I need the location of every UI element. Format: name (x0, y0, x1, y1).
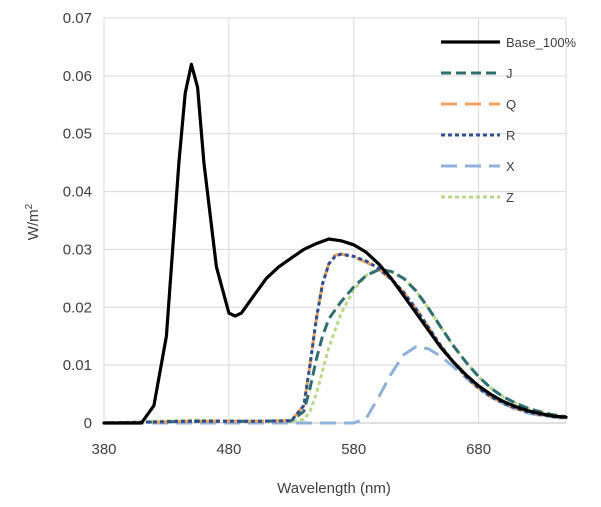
x-tick-label: 580 (341, 441, 366, 458)
series-line-base-100- (102, 62, 568, 425)
y-axis-title-main: W/m (25, 209, 42, 240)
legend-label-q: Q (506, 97, 516, 112)
legend: Base_100% J Q R X Z (441, 35, 577, 205)
y-tick-label: 0.05 (63, 126, 92, 143)
y-tick-label: 0.01 (63, 357, 92, 374)
y-axis-title: W/m2 (24, 203, 42, 240)
legend-label-j: J (506, 66, 513, 81)
x-tick-label: 380 (91, 441, 116, 458)
y-axis-title-superscript: 2 (24, 203, 35, 209)
legend-label-r: R (506, 128, 515, 143)
series-lines (102, 62, 568, 425)
y-tick-label: 0.04 (63, 184, 92, 201)
y-tick-label: 0.03 (63, 241, 92, 258)
legend-label-z: Z (506, 190, 514, 205)
series-line-j (103, 268, 567, 425)
x-tick-label: 480 (216, 441, 241, 458)
x-axis-title: Wavelength (nm) (277, 480, 391, 497)
y-tick-label: 0.02 (63, 299, 92, 316)
y-tick-label: 0 (84, 415, 92, 432)
legend-label-base-100-: Base_100% (506, 35, 577, 50)
y-tick-label: 0.06 (63, 68, 92, 85)
x-tick-label: 680 (466, 441, 491, 458)
tick-labels: 0 0.01 0.02 0.03 0.04 0.05 0.06 0.07 380 480 580 68… (63, 10, 491, 458)
legend-label-x: X (506, 159, 515, 174)
y-tick-label: 0.07 (63, 10, 92, 27)
